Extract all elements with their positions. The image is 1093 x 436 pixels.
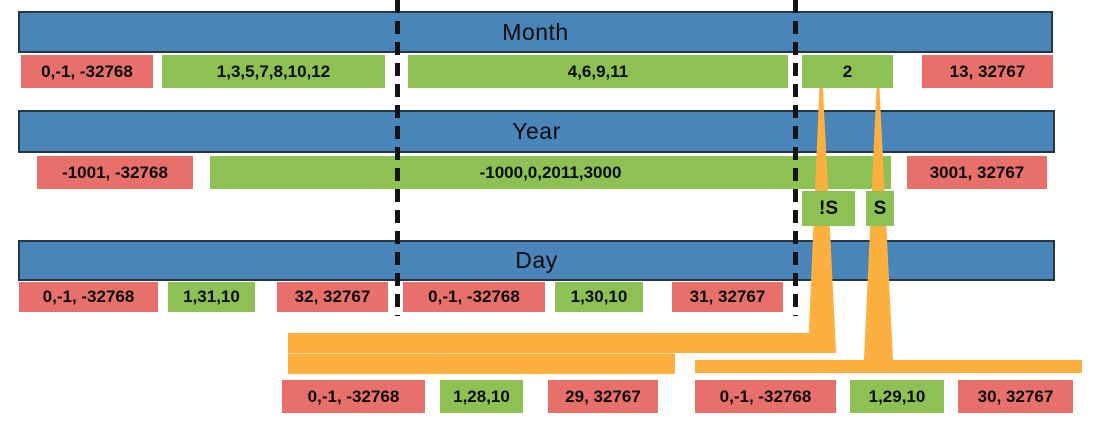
year-class-invalid-high: 3001, 32767: [907, 156, 1047, 189]
leap-year-flag: S: [866, 191, 894, 226]
year-title: Year: [512, 118, 561, 144]
day31-class-invalid-high: 32, 32767: [277, 282, 388, 312]
month-class-31-day-months: 1,3,5,7,8,10,12: [162, 55, 385, 88]
day-bar: Day: [18, 240, 1055, 281]
month-class-invalid-high: 13, 32767: [922, 55, 1053, 88]
day31-class-valid: 1,31,10: [168, 282, 255, 312]
feb-nonleap-class-valid: 1,28,10: [440, 380, 523, 413]
month-bar: Month: [18, 11, 1053, 53]
day31-class-invalid-low: 0,-1, -32768: [19, 282, 158, 312]
feb-leap-class-invalid-low: 0,-1, -32768: [695, 380, 836, 413]
non-leap-rail-lower: [288, 353, 675, 374]
non-leap-rail-upper: [288, 333, 835, 353]
month-class-30-day-months: 4,6,9,11: [408, 55, 788, 88]
year-bar: Year: [18, 110, 1055, 153]
feb-leap-class-invalid-high: 30, 32767: [958, 380, 1073, 413]
month-class-invalid-low: 0,-1, -32768: [21, 55, 153, 88]
not-leap-year-flag: !S: [802, 191, 855, 226]
leap-rail: [695, 360, 1082, 373]
day30-class-invalid-high: 31, 32767: [672, 282, 783, 312]
partition-divider-left: [395, 0, 400, 316]
feb-nonleap-class-invalid-low: 0,-1, -32768: [282, 380, 425, 413]
day30-class-invalid-low: 0,-1, -32768: [403, 282, 545, 312]
month-class-february: 2: [802, 55, 893, 88]
year-class-valid: -1000,0,2011,3000: [210, 156, 891, 189]
year-class-invalid-low: -1001, -32768: [37, 156, 193, 189]
feb-leap-class-valid: 1,29,10: [850, 380, 944, 413]
day-title: Day: [515, 247, 558, 273]
day30-class-valid: 1,30,10: [555, 282, 643, 312]
month-title: Month: [502, 18, 569, 45]
partition-divider-right: [793, 0, 798, 316]
feb-nonleap-class-invalid-high: 29, 32767: [548, 380, 658, 413]
